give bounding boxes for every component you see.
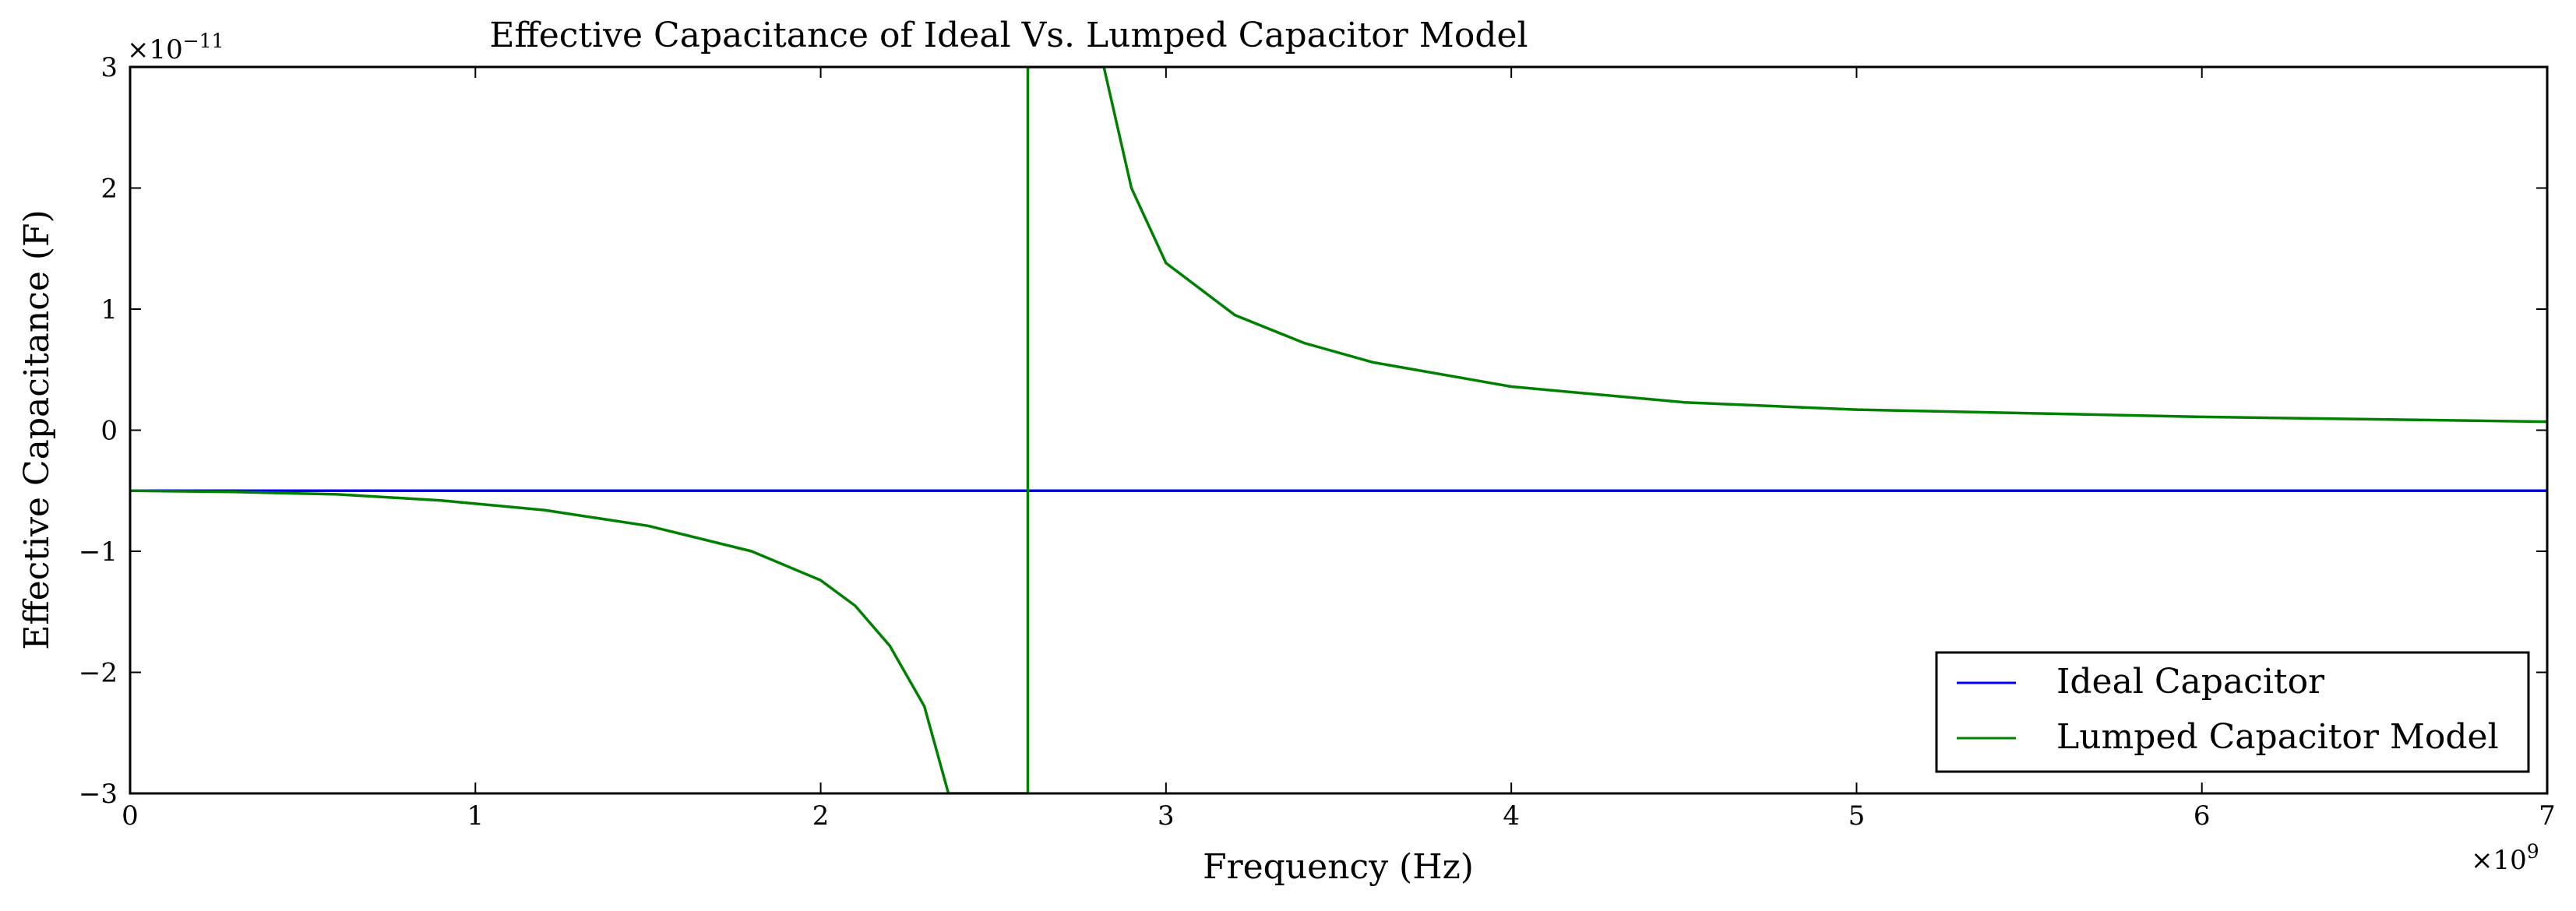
x-tick-label: 7	[2539, 800, 2556, 832]
y-axis-offset-label: ×10−11	[127, 30, 224, 65]
y-tick-label: 3	[100, 52, 118, 83]
y-tick-label: −1	[79, 536, 118, 568]
x-axis-offset-label: ×109	[2471, 840, 2539, 876]
plot-area: 0 1 2 3 4 5 6 7 −3 −2 −1 0 1 2 3	[79, 52, 2556, 832]
y-axis-label: Effective Capacitance (F)	[17, 209, 57, 650]
x-tick-label: 4	[1503, 800, 1520, 832]
x-tick-label: 2	[812, 800, 830, 832]
chart-title: Effective Capacitance of Ideal Vs. Lumpe…	[489, 16, 1528, 55]
x-tick-label: 1	[467, 800, 484, 832]
y-tick-label: 1	[100, 294, 118, 325]
x-tick-label: 3	[1158, 800, 1175, 832]
y-tick-label: 2	[100, 174, 118, 205]
legend-label-ideal-capacitor: Ideal Capacitor	[2056, 662, 2325, 702]
x-axis-label: Frequency (Hz)	[1203, 847, 1474, 887]
x-tick-label: 5	[1848, 800, 1866, 832]
y-tick-label: 0	[100, 416, 118, 447]
legend-box	[1935, 651, 2530, 773]
y-tick-label: −2	[79, 658, 118, 689]
x-tick-label: 6	[2194, 800, 2211, 832]
legend: Ideal Capacitor Lumped Capacitor Model	[1935, 651, 2530, 773]
series-line-lumped-capacitor-model	[130, 67, 2547, 793]
plot-frame	[129, 65, 2549, 795]
legend-label-lumped-capacitor-model: Lumped Capacitor Model	[2056, 717, 2499, 757]
x-tick-label: 0	[122, 800, 139, 832]
y-tick-label: −3	[79, 779, 118, 810]
